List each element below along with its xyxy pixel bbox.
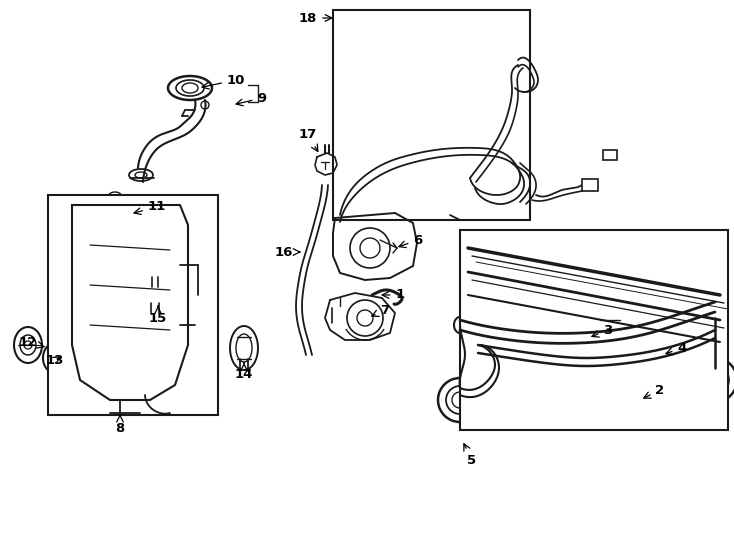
- Text: 8: 8: [115, 415, 125, 435]
- Text: 16: 16: [275, 246, 300, 259]
- Text: 14: 14: [235, 363, 253, 381]
- Bar: [582, 179, 598, 191]
- Bar: [333, 10, 530, 220]
- Text: 9: 9: [236, 91, 266, 106]
- Text: 2: 2: [644, 383, 664, 398]
- Text: 17: 17: [299, 129, 318, 151]
- Bar: [48, 195, 218, 415]
- Text: 13: 13: [46, 354, 64, 367]
- Text: 10: 10: [202, 73, 245, 89]
- Text: 1: 1: [382, 288, 404, 301]
- Bar: [603, 150, 617, 160]
- Text: 18: 18: [299, 11, 332, 24]
- Bar: [460, 230, 728, 430]
- Text: 15: 15: [149, 306, 167, 325]
- Text: 3: 3: [592, 323, 613, 337]
- Text: 7: 7: [372, 303, 390, 316]
- Text: 12: 12: [19, 335, 44, 348]
- Text: 6: 6: [399, 233, 423, 247]
- Text: 5: 5: [464, 444, 476, 467]
- Text: 4: 4: [666, 341, 686, 355]
- Text: 11: 11: [134, 200, 166, 214]
